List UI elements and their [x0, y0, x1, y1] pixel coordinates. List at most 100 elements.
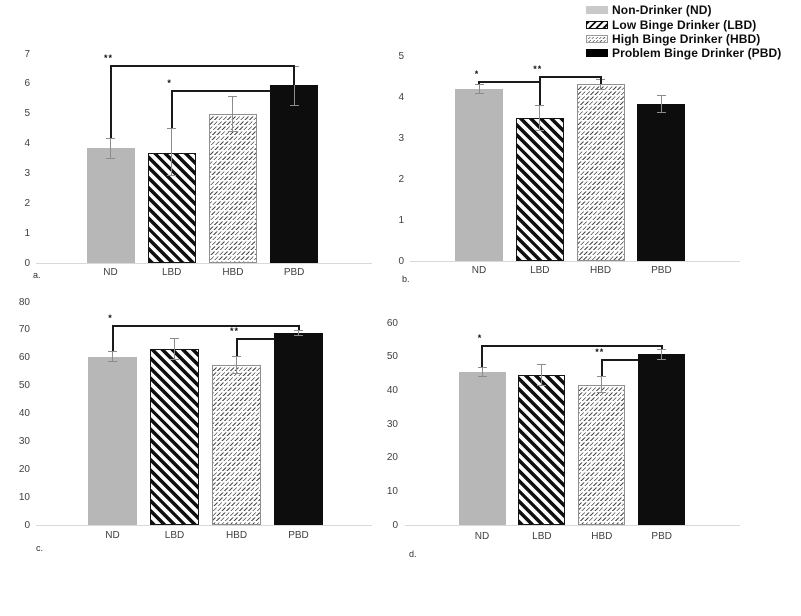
- y-axis-tick-label: 40: [18, 408, 30, 419]
- bar-lbd: [518, 374, 566, 525]
- x-axis-line: [405, 525, 740, 526]
- category-label-pbd: PBD: [651, 265, 672, 276]
- bar-nd: [458, 372, 506, 525]
- significance-bracket-drop-left: [600, 359, 603, 377]
- error-bar-cap-bottom: [535, 130, 545, 132]
- error-bar: [298, 330, 299, 337]
- error-bar-cap-top: [170, 337, 179, 339]
- error-bar-cap-bottom: [232, 372, 241, 374]
- y-axis-tick-label: 0: [392, 519, 398, 531]
- significance-bracket-drop-left: [235, 337, 238, 356]
- error-bar-cap-bottom: [108, 361, 117, 363]
- error-bar-cap-top: [167, 128, 177, 130]
- y-axis-tick-label: 50: [386, 351, 398, 363]
- legend-item: Problem Binge Drinker (PBD): [586, 46, 781, 60]
- y-axis-tick-label: 40: [386, 384, 398, 396]
- significance-bracket-line: [111, 324, 300, 327]
- error-bar-cap-bottom: [477, 376, 487, 378]
- legend-item-label: Non-Drinker (ND): [612, 3, 712, 18]
- significance-bracket-line: [481, 344, 663, 347]
- y-axis-tick-label: 30: [18, 435, 30, 447]
- error-bar-cap-bottom: [657, 359, 667, 361]
- y-axis-tick-label: 0: [398, 255, 404, 267]
- y-axis-tick-label: 50: [18, 380, 30, 392]
- error-bar-cap-bottom: [537, 384, 547, 386]
- significance-bracket-drop-right: [293, 65, 296, 86]
- error-bar: [232, 95, 234, 132]
- error-bar-cap-bottom: [597, 392, 607, 394]
- x-axis-line: [410, 261, 740, 262]
- legend-item-label: High Binge Drinker (HBD): [612, 31, 761, 46]
- bar-nd: [86, 148, 135, 263]
- significance-label: *: [108, 312, 113, 323]
- error-bar-cap-bottom: [596, 88, 606, 90]
- error-bar-cap-bottom: [167, 175, 177, 177]
- bar-hbd: [212, 364, 261, 525]
- solid-black-swatch-icon: [586, 49, 608, 58]
- category-label-nd: ND: [474, 531, 490, 542]
- y-axis-tick-label: 2: [398, 173, 404, 185]
- significance-bracket-drop-left: [478, 81, 480, 84]
- bar-pbd: [270, 85, 319, 263]
- error-bar: [660, 94, 662, 114]
- error-bar: [539, 105, 541, 132]
- significance-bracket-drop-left: [170, 90, 173, 129]
- bar-pbd: [637, 104, 686, 261]
- panel-letter-label: c.: [36, 543, 44, 553]
- error-bar-cap-top: [535, 105, 545, 107]
- bar-pbd: [638, 354, 686, 525]
- panel-letter-label: d.: [409, 549, 417, 559]
- y-axis-tick-label: 60: [386, 317, 398, 329]
- error-bar-cap-top: [294, 330, 303, 332]
- category-label-nd: ND: [103, 267, 118, 278]
- category-label-pbd: PBD: [288, 530, 309, 541]
- legend-item: Low Binge Drinker (LBD): [586, 17, 781, 32]
- error-bar-cap-bottom: [474, 92, 484, 94]
- solid-gray-swatch-icon: [586, 6, 608, 15]
- y-axis-tick-label: 0: [24, 257, 30, 269]
- significance-bracket-line: [170, 90, 272, 93]
- y-axis-tick-label: 1: [398, 214, 404, 226]
- category-label-hbd: HBD: [225, 530, 248, 541]
- significance-label: *: [477, 332, 483, 343]
- significance-bracket-drop-left: [111, 324, 114, 352]
- significance-label: *: [167, 78, 172, 89]
- bar-lbd: [150, 348, 199, 525]
- category-label-pbd: PBD: [283, 267, 305, 278]
- category-label-pbd: PBD: [651, 531, 672, 542]
- panel-letter-label: b.: [402, 274, 410, 284]
- diagonal-stripes-swatch-icon: [586, 20, 608, 29]
- panel-letter-label: a.: [33, 270, 41, 280]
- significance-label: **: [533, 64, 543, 75]
- significance-bracket-drop-right: [297, 324, 300, 331]
- error-bar-cap-bottom: [228, 130, 238, 132]
- y-axis-tick-label: 30: [386, 418, 398, 430]
- error-bar-cap-top: [656, 94, 666, 96]
- fine-hatch-swatch-icon: [586, 34, 608, 43]
- bar-lbd: [147, 152, 196, 263]
- x-axis-line: [36, 263, 372, 264]
- error-bar-cap-bottom: [289, 105, 299, 107]
- significance-bracket-line: [478, 81, 541, 83]
- bar-nd: [88, 356, 137, 525]
- y-axis-tick-label: 20: [386, 452, 398, 464]
- y-axis-tick-label: 2: [24, 197, 30, 209]
- error-bar-cap-top: [232, 355, 241, 357]
- y-axis-tick-label: 3: [24, 167, 30, 179]
- y-axis-tick-label: 4: [398, 91, 404, 103]
- significance-label: *: [474, 69, 480, 79]
- error-bar-cap-top: [474, 83, 484, 85]
- error-bar-cap-top: [537, 363, 547, 365]
- significance-bracket-line: [600, 359, 640, 362]
- legend-item: High Binge Drinker (HBD): [586, 32, 781, 46]
- y-axis-tick-label: 60: [18, 352, 30, 364]
- significance-label: **: [229, 325, 239, 336]
- bar-pbd: [274, 333, 323, 525]
- error-bar-cap-bottom: [656, 112, 666, 114]
- bar-lbd: [515, 118, 564, 261]
- error-bar: [601, 376, 603, 394]
- error-bar-cap-top: [597, 376, 607, 378]
- error-bar: [478, 83, 480, 94]
- error-bar-cap-top: [106, 137, 115, 139]
